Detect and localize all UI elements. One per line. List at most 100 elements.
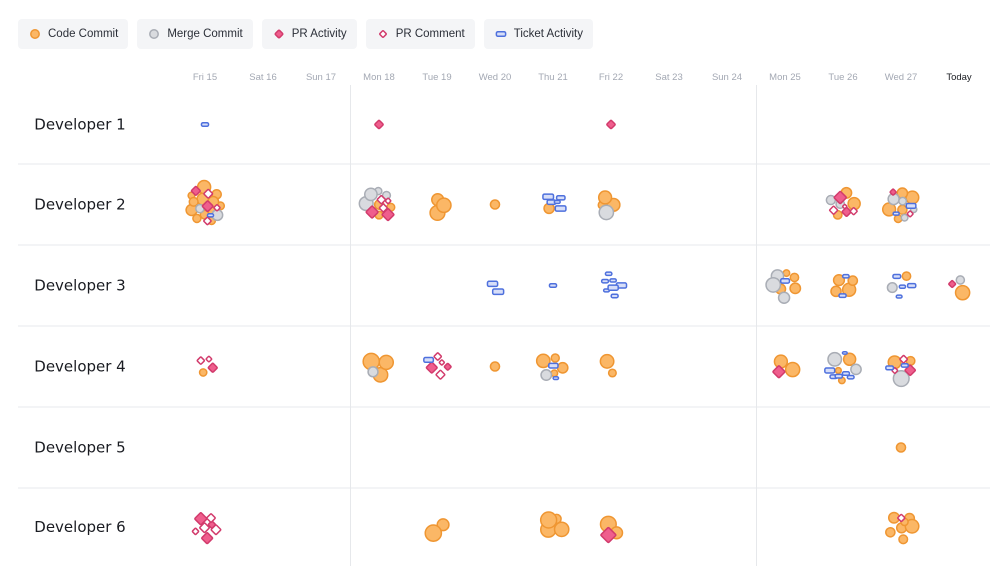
cell-developer-2-mon-18 [358,186,396,222]
pink-diamond-icon [274,29,284,39]
ticket-mark [900,362,909,368]
cell-developer-4-fri-22 [599,353,617,378]
orange-circle-icon [30,29,40,39]
ticket-mark [892,211,900,216]
merge-mark [777,291,791,305]
day-label-mon-18: Mon 18 [363,72,395,83]
prc-mark [203,188,214,199]
ticket-mark [600,278,610,284]
ticket-mark [841,371,851,377]
prc-mark [196,356,205,365]
legend-label: Code Commit [48,28,119,40]
ticket-mark [895,294,903,299]
pr-mark [948,279,957,288]
legend-item-code-commit[interactable]: Code Commit [18,19,129,49]
cell-developer-4-wed-27 [885,354,916,388]
ticket-mark [542,193,555,201]
day-label-mon-25: Mon 25 [769,72,801,83]
prc-mark [435,369,446,380]
merge-mark [892,369,910,388]
code-mark [901,271,912,282]
ticket-mark [898,284,907,290]
cell-developer-3-tue-26 [830,273,859,299]
ticket-mark [423,356,435,364]
prc-mark [842,203,848,210]
pr-mark [374,119,384,130]
cell-developer-4-tue-19 [423,352,452,380]
ticket-mark [200,121,210,128]
pr-mark [365,205,379,219]
code-mark [489,361,501,372]
prc-mark [376,195,386,205]
code-mark [378,354,395,371]
ticket-mark [841,273,850,279]
code-mark [539,511,558,529]
cell-developer-1-fri-15 [200,121,210,128]
cell-developer-3-fri-22 [600,271,628,299]
row-label-developer-3: Developer 3 [34,277,125,295]
prc-mark [438,359,445,366]
ticket-mark [610,293,619,299]
day-label-sun-17: Sun 17 [306,72,336,83]
cell-developer-1-mon-18 [374,119,384,130]
legend-item-pr-activity[interactable]: PR Activity [261,19,357,49]
prc-mark [210,524,222,536]
merge-mark [886,282,898,294]
code-mark [789,282,802,295]
pr-mark [443,362,452,371]
legend-item-pr-comment[interactable]: PR Comment [365,19,475,49]
merge-mark [367,366,379,378]
cell-developer-3-thu-21 [548,282,558,289]
prc-mark [199,522,210,534]
ticket-mark [491,288,505,296]
legend-label: PR Activity [291,28,347,40]
pr-mark [207,362,218,373]
day-label-tue-26: Tue 26 [828,72,857,83]
cell-developer-2-thu-21 [542,193,567,215]
cell-developer-2-wed-20 [489,199,501,210]
legend-item-ticket-activity[interactable]: Ticket Activity [483,19,593,49]
ticket-mark [604,271,613,277]
ticket-mark [905,202,917,209]
pink-diamond-outline-icon-shape [378,30,387,38]
code-mark [842,352,857,367]
legend-label: PR Comment [395,28,465,40]
prc-mark [899,354,908,364]
legend: Code Commit Merge Commit PR Activity PR Com… [18,19,593,49]
cell-developer-2-tue-26 [825,186,861,220]
code-mark [535,353,551,369]
cell-developer-3-wed-20 [486,280,505,296]
merge-mark [598,204,615,221]
code-mark [954,284,971,301]
ticket-mark [841,351,848,355]
prc-mark [191,527,200,536]
pr-mark [201,532,214,545]
pr-mark [833,190,847,205]
day-label-sat-23: Sat 23 [655,72,682,83]
merge-mark [955,275,966,285]
prc-mark [897,513,906,523]
pr-mark [772,365,786,379]
ticket-mark [609,278,617,283]
cell-developer-2-fri-15 [185,179,226,226]
code-mark [898,534,909,545]
day-label-today: Today [946,72,972,83]
code-mark [188,196,199,207]
code-mark [192,213,202,224]
day-label-sat-16: Sat 16 [249,72,276,83]
cell-developer-2-tue-19 [429,193,452,222]
cell-developer-4-mon-18 [362,352,395,383]
cell-developer-6-wed-27 [885,511,920,545]
prc-mark [203,216,212,226]
merge-mark [827,351,843,367]
legend-item-merge-commit[interactable]: Merge Commit [137,19,253,49]
code-mark [789,272,800,283]
day-label-wed-20: Wed 20 [479,72,512,83]
prc-mark [849,207,858,216]
ticket-mark [834,373,844,379]
ticket-mark [607,284,619,291]
code-mark [773,354,789,369]
code-mark [832,274,846,287]
ticket-mark [554,205,567,212]
